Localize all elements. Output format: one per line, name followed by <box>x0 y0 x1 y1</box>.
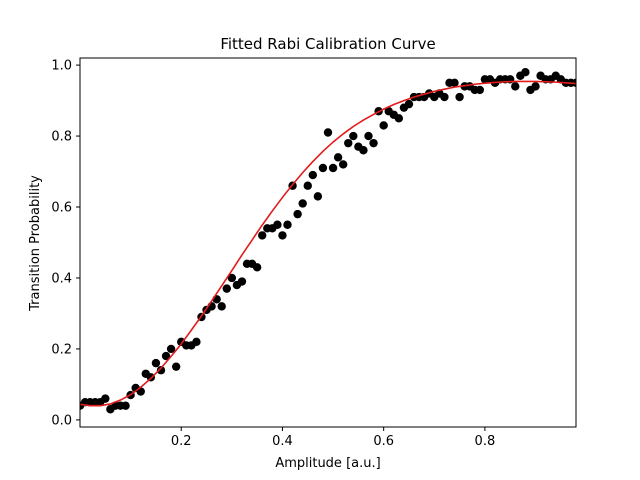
plot-frame <box>79 57 577 428</box>
data-point <box>450 78 459 88</box>
data-point <box>252 263 262 272</box>
data-point <box>333 153 343 162</box>
data-point <box>217 302 226 311</box>
data-point <box>404 99 414 109</box>
data-point <box>101 394 110 403</box>
data-point <box>156 366 166 375</box>
data-point <box>364 131 373 141</box>
data-point <box>440 92 449 102</box>
y-tick-label: 0.4 <box>51 271 72 286</box>
x-axis-title: Amplitude [a.u.] <box>275 456 380 471</box>
plot-area: 0.2 0.4 0.6 0.8 0.0 0.2 0.4 0.6 0.8 1.0 <box>51 57 577 449</box>
data-point <box>323 128 333 137</box>
data-point <box>283 220 292 229</box>
data-point <box>293 209 302 219</box>
data-point <box>359 146 368 155</box>
x-tick-label: 0.8 <box>475 434 496 449</box>
fit-line <box>80 80 576 407</box>
data-point <box>303 181 312 190</box>
y-tick-label: 0.8 <box>51 130 72 145</box>
data-point <box>338 160 348 169</box>
data-point <box>222 284 231 293</box>
data-point <box>344 138 353 148</box>
data-point <box>328 163 338 173</box>
data-point <box>298 199 307 208</box>
data-point <box>308 170 318 180</box>
y-tick-label: 0.2 <box>51 342 72 357</box>
data-point <box>237 277 247 286</box>
data-point <box>161 351 171 361</box>
data-point <box>166 344 176 354</box>
y-tick-label: 1.0 <box>51 59 72 74</box>
x-tick-label: 0.2 <box>171 434 192 449</box>
data-point <box>313 192 323 201</box>
data-point <box>521 67 530 77</box>
data-point <box>531 82 540 91</box>
data-point <box>273 220 282 229</box>
data-point <box>475 85 485 95</box>
data-point <box>171 362 181 371</box>
y-tick-label: 0.6 <box>51 201 72 216</box>
y-axis-title: Transition Probability <box>28 175 43 312</box>
data-point <box>349 131 358 141</box>
y-tick-label: 0.0 <box>51 413 72 428</box>
data-layer <box>80 67 576 414</box>
data-point <box>394 114 404 123</box>
data-point <box>511 82 520 91</box>
data-point <box>151 358 161 368</box>
data-point <box>455 92 464 102</box>
chart-title: Fitted Rabi Calibration Curve <box>220 35 435 53</box>
x-tick-label: 0.6 <box>373 434 394 449</box>
data-point <box>258 231 267 240</box>
data-point <box>121 401 130 410</box>
x-tick-label: 0.4 <box>272 434 293 449</box>
data-point <box>192 337 201 347</box>
data-point <box>379 121 388 130</box>
data-point <box>369 138 378 148</box>
data-point <box>227 273 237 283</box>
data-point <box>318 163 328 173</box>
data-point <box>278 231 287 240</box>
